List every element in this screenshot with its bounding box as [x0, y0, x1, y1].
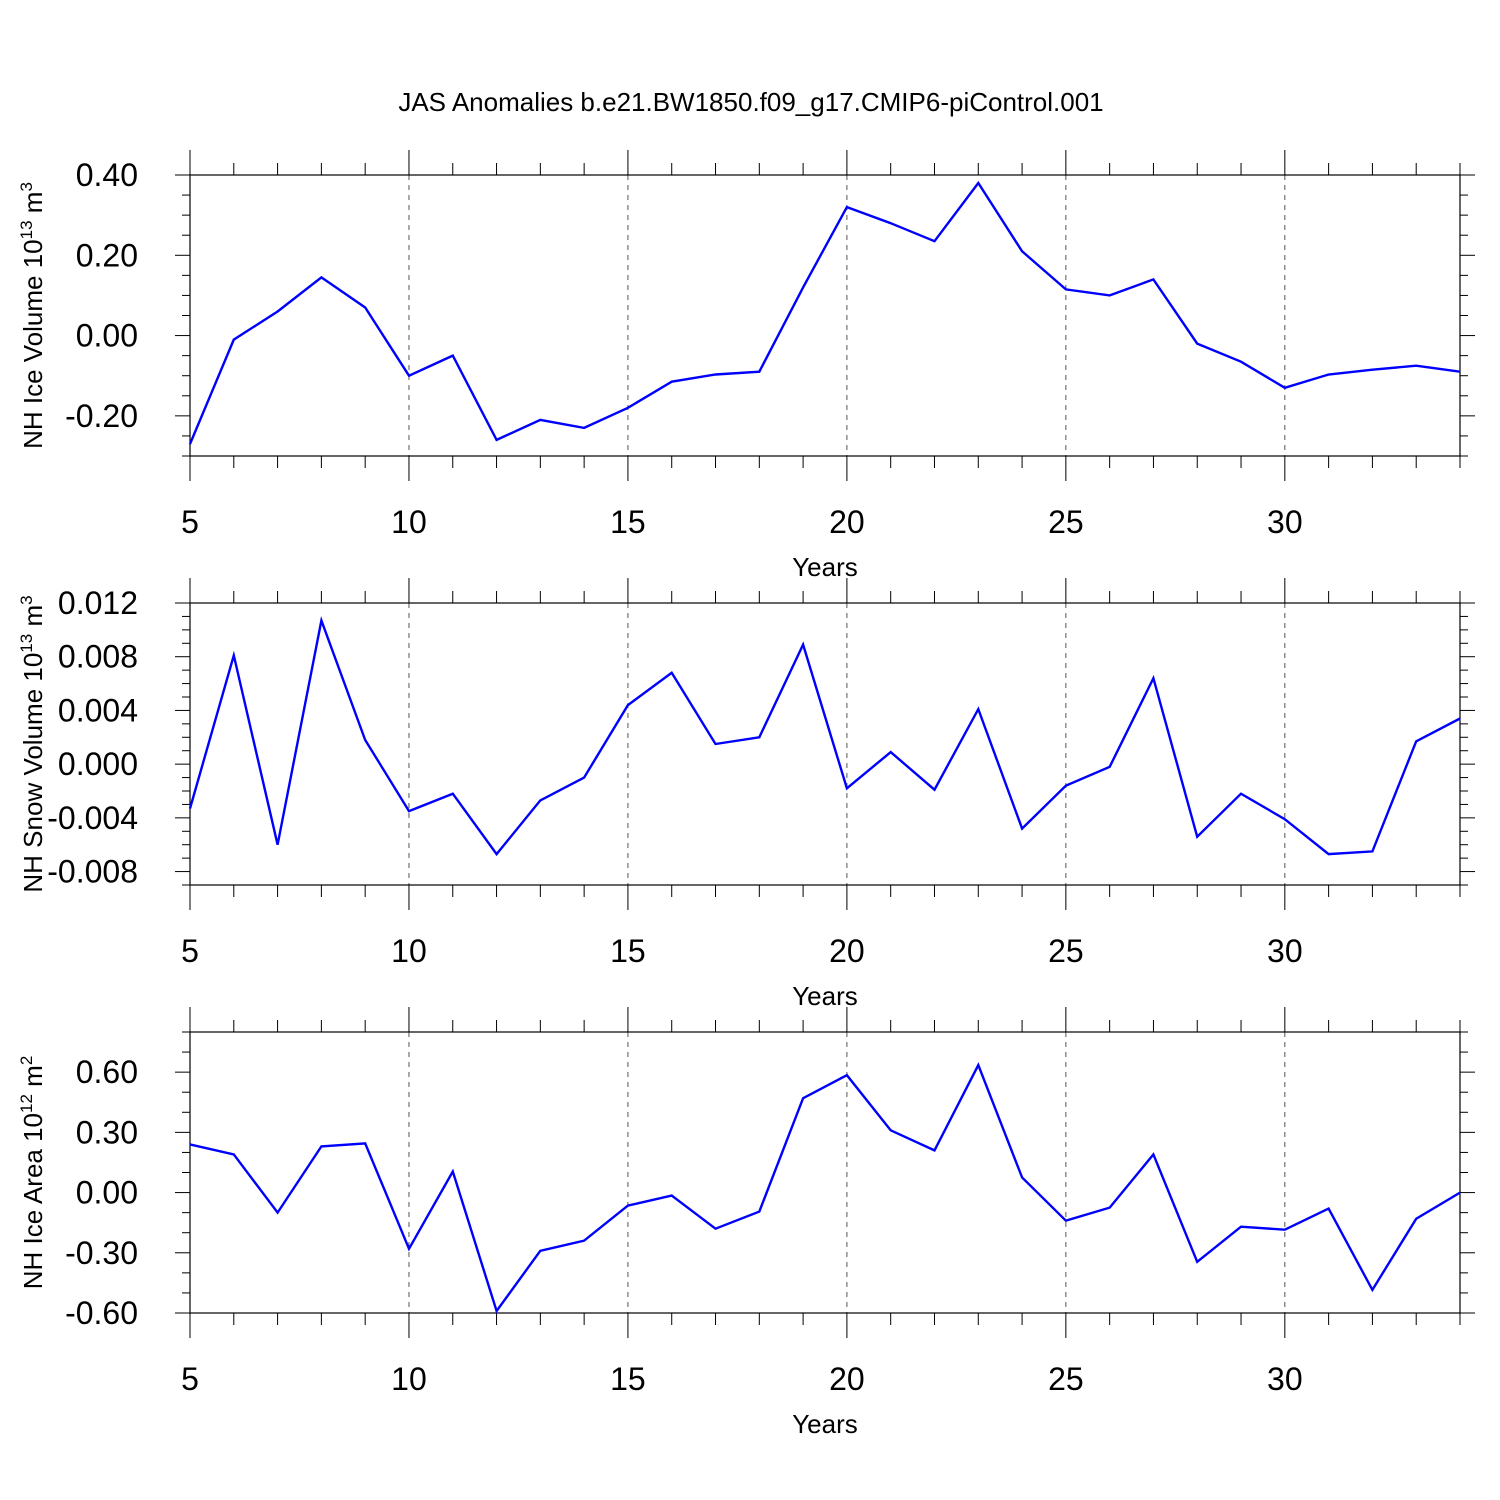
plot-frame [189, 602, 1461, 886]
chart-panels: 0.40 0.20 0.00 -0.20 5 10 15 20 25 30 Years NH Ice … [17, 150, 1475, 1439]
x-tick-label: 25 [1048, 504, 1084, 540]
y-tick-label: -0.60 [65, 1295, 138, 1331]
x-tick-label: 30 [1267, 1361, 1303, 1397]
panel-ice-volume: 0.40 0.20 0.00 -0.20 5 10 15 20 25 30 Years NH Ice … [17, 150, 1475, 582]
x-tick-label: 25 [1048, 933, 1084, 969]
x-tick-label: 20 [829, 933, 865, 969]
y-axis-title: NH Ice Area 1012 m2 [17, 1056, 48, 1290]
y-axis-title: NH Snow Volume 1013 m3 [17, 595, 48, 892]
panel-snow-volume: 0.012 0.008 0.004 0.000 -0.004 -0.008 5 10 15 20 2… [17, 578, 1475, 1011]
x-tick-label: 15 [610, 933, 646, 969]
x-tick-label: 20 [829, 504, 865, 540]
y-tick-label: 0.20 [76, 237, 138, 273]
series-line-ice-volume [188, 180, 1461, 445]
x-axis-title: Years [792, 1409, 858, 1439]
series-line-ice-area [189, 1062, 1461, 1314]
x-tick-label: 10 [391, 933, 427, 969]
y-tick-label: 0.60 [76, 1054, 138, 1090]
x-tick-label: 30 [1267, 933, 1303, 969]
y-tick-label: -0.20 [65, 398, 138, 434]
y-axis-title: NH Ice Volume 1013 m3 [17, 182, 48, 449]
y-tick-label: -0.004 [47, 800, 138, 836]
y-tick-label: -0.008 [47, 854, 138, 890]
y-tick-label: 0.008 [58, 639, 138, 675]
x-tick-label: 10 [391, 1361, 427, 1397]
y-tick-label: 0.00 [76, 1175, 138, 1211]
x-tick-label: 5 [181, 504, 199, 540]
panel-ice-area: 0.60 0.30 0.00 -0.30 -0.60 5 10 15 20 25 30 Years NH… [17, 1007, 1475, 1439]
y-tick-label: 0.000 [58, 746, 138, 782]
x-tick-label: 15 [610, 1361, 646, 1397]
x-tick-label: 30 [1267, 504, 1303, 540]
y-tick-label: 0.00 [76, 318, 138, 354]
x-tick-label: 20 [829, 1361, 865, 1397]
series-line-snow-volume [188, 616, 1461, 857]
x-axis-title: Years [792, 552, 858, 582]
x-tick-label: 10 [391, 504, 427, 540]
y-tick-label: 0.30 [76, 1114, 138, 1150]
x-axis-title: Years [792, 981, 858, 1011]
y-tick-label: 0.004 [58, 692, 138, 728]
y-tick-label: -0.30 [65, 1235, 138, 1271]
x-tick-label: 5 [181, 1361, 199, 1397]
x-tick-label: 5 [181, 933, 199, 969]
x-tick-label: 25 [1048, 1361, 1084, 1397]
y-tick-label: 0.40 [76, 157, 138, 193]
figure-title: JAS Anomalies b.e21.BW1850.f09_g17.CMIP6… [398, 87, 1103, 117]
y-tick-label: 0.012 [58, 585, 138, 621]
x-tick-label: 15 [610, 504, 646, 540]
plot-frame [189, 1031, 1461, 1314]
plot-frame [189, 174, 1461, 457]
